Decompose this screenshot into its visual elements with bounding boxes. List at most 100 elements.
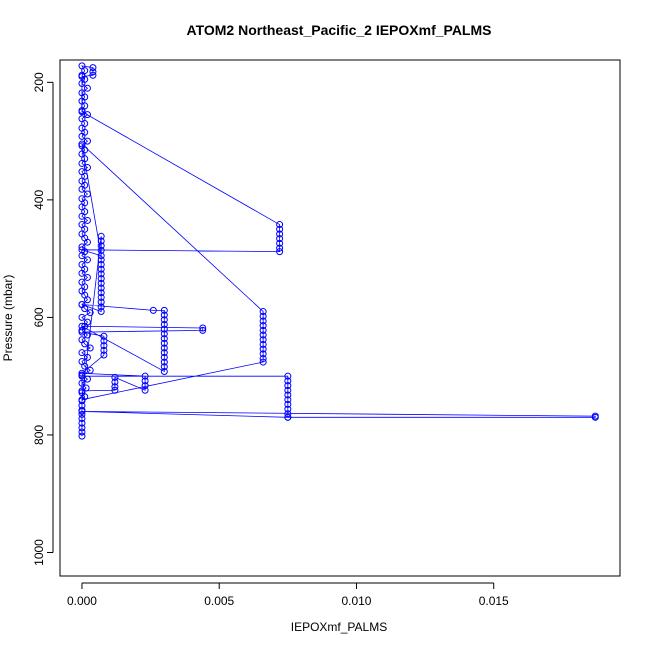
x-axis-label: IEPOXmf_PALMS [291,620,387,634]
data-point [100,337,108,345]
data-point [160,344,168,352]
data-point [276,244,284,252]
plot-frame [59,59,621,577]
data-point [276,235,284,243]
data-point [276,230,284,238]
data-point [78,313,86,321]
data-point [160,358,168,366]
data-point [276,225,284,233]
data-point [141,382,149,390]
data-point [160,316,168,324]
data-point [259,308,267,316]
data-point [83,375,91,383]
data-point [276,239,284,247]
data-point [276,248,284,256]
data-point [259,358,267,366]
data-point [97,232,105,240]
data-point [160,339,168,347]
data-point [284,391,292,399]
data-point [199,324,207,332]
data-point [160,353,168,361]
y-axis: 200 400 600 800 1000 [32,72,54,566]
data-point [259,312,267,320]
data-point [111,383,119,391]
data-point [259,317,267,325]
x-tick-label: 0.005 [204,594,234,608]
y-tick-label: 400 [32,190,46,210]
series-layer [78,62,599,440]
data-point [78,140,86,148]
data-point [149,306,157,314]
data-point [83,256,91,264]
data-point [259,326,267,334]
data-point [97,261,105,269]
x-axis: 0.000 0.005 0.010 0.015 [67,582,509,608]
data-point [78,246,86,254]
data-point [284,405,292,413]
data-point [100,346,108,354]
data-point [259,340,267,348]
y-tick-label: 200 [32,72,46,92]
data-point [259,322,267,330]
data-point [97,270,105,278]
data-point [89,64,97,72]
data-point [78,300,86,308]
data-point [78,432,86,440]
data-point [160,367,168,375]
data-point [89,68,97,76]
data-point [284,386,292,394]
data-point [97,279,105,287]
data-point [284,372,292,380]
data-point [259,345,267,353]
data-point [86,366,94,374]
data-point [100,342,108,350]
data-point [78,379,86,387]
data-point [160,311,168,319]
data-point [160,330,168,338]
data-point [78,407,86,415]
data-point [78,396,86,404]
data-point [97,293,105,301]
data-point [97,284,105,292]
y-tick-label: 800 [32,425,46,445]
data-point [78,419,86,427]
data-point [78,89,86,97]
y-tick-label: 1000 [32,539,46,566]
data-point [284,382,292,390]
data-point [284,377,292,385]
data-point [83,318,91,326]
data-point [83,353,91,361]
data-point [97,298,105,306]
data-point [78,415,86,422]
data-point [78,72,86,80]
data-point [78,108,86,116]
data-point [97,289,105,297]
data-point [78,424,86,432]
data-point [78,349,86,357]
data-point [259,331,267,339]
data-point [78,243,86,251]
data-point [78,62,86,70]
y-axis-label: Pressure (mbar) [1,275,15,362]
data-point [83,137,91,145]
data-point [78,115,86,123]
chart-title: ATOM2 Northeast_Pacific_2 IEPOXmf_PALMS [187,22,492,38]
data-point [199,326,207,334]
data-point [97,252,105,260]
data-point [86,309,94,317]
data-point [78,357,86,365]
y-tick-label: 600 [32,307,46,327]
data-point [284,413,292,421]
data-point [160,325,168,333]
data-point [160,320,168,328]
data-point [83,84,91,92]
data-point [160,363,168,371]
data-point [160,335,168,343]
data-point [141,386,149,394]
data-point [97,242,105,250]
data-point [97,303,105,311]
data-point [78,336,86,344]
data-point [78,261,86,269]
data-point [89,71,97,79]
